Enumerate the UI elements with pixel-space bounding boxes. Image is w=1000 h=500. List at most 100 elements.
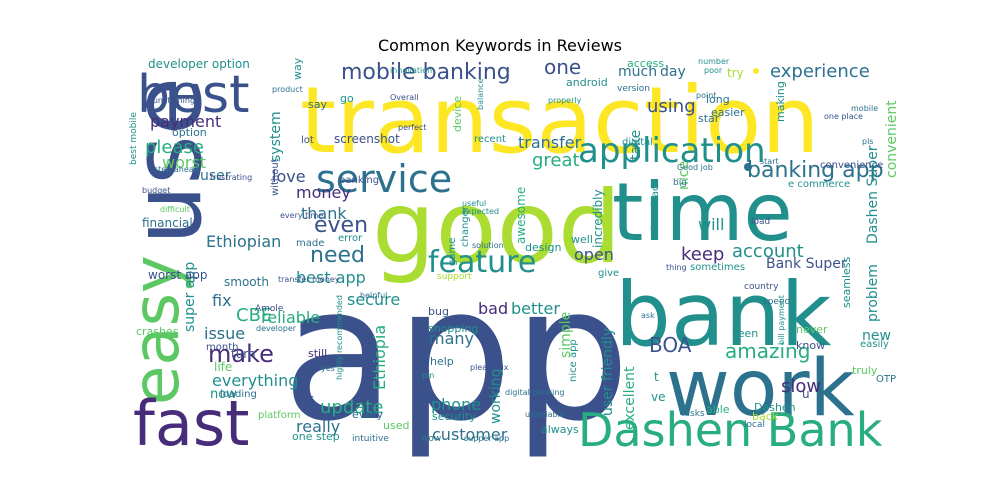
word-feature: feature bbox=[428, 245, 536, 280]
word-awesome: awesome bbox=[514, 187, 528, 244]
word-month: month bbox=[206, 342, 238, 353]
word-better: better bbox=[511, 299, 560, 318]
word-worst-app: worst app bbox=[148, 268, 207, 282]
word-bank-super: Bank Super bbox=[766, 256, 847, 272]
word-love: love bbox=[272, 167, 306, 186]
word-cbe: CBE bbox=[236, 305, 272, 326]
word-budget: budget bbox=[142, 186, 170, 195]
word-excellent: excellent bbox=[622, 366, 638, 430]
word-e-commerce: e commerce bbox=[788, 179, 850, 190]
word-perfect: perfect bbox=[398, 123, 427, 132]
word-now: now bbox=[210, 387, 237, 402]
word-keep: keep bbox=[681, 244, 724, 265]
word-money: money bbox=[296, 183, 351, 202]
word-without: without bbox=[270, 158, 281, 196]
word-country: country bbox=[744, 282, 779, 292]
word-everything: everything bbox=[212, 371, 298, 390]
word-changer: changer bbox=[460, 205, 471, 247]
word-day: day bbox=[660, 64, 686, 80]
word-dashen-bank: Dashen Bank bbox=[578, 403, 883, 457]
word-point: point bbox=[696, 91, 716, 100]
word-able: able bbox=[706, 403, 730, 416]
word-big: big bbox=[673, 178, 687, 188]
word-simple: simple bbox=[558, 312, 574, 358]
word-good-job: Good job bbox=[677, 163, 713, 172]
word-fast: fast bbox=[133, 387, 249, 460]
word-tasks: tasks bbox=[681, 409, 705, 419]
word-issue: issue bbox=[204, 324, 245, 343]
word-seen: seen bbox=[732, 327, 758, 340]
word-use: use bbox=[113, 77, 223, 245]
word-problem: problem bbox=[865, 264, 881, 322]
chart-title: Common Keywords in Reviews bbox=[378, 36, 622, 55]
word-best-mobile: best mobile bbox=[129, 112, 139, 165]
word-incredibly: incredibly bbox=[591, 189, 605, 248]
word-pin: pin bbox=[422, 371, 434, 380]
word-financial: financial bbox=[142, 216, 193, 230]
word-time: time bbox=[612, 166, 793, 259]
word-service: service bbox=[316, 157, 452, 201]
word-poor: poor bbox=[704, 66, 723, 75]
word-please-fix: please fix bbox=[470, 363, 509, 372]
word-security: security bbox=[432, 410, 476, 423]
word-banking-app: banking app bbox=[747, 158, 884, 183]
word-supper-app: supper app bbox=[464, 434, 509, 443]
word-best: best bbox=[137, 65, 249, 125]
word-s: s bbox=[308, 392, 314, 406]
word-way: way bbox=[291, 57, 304, 80]
word-ethiopia: Ethiopia bbox=[370, 325, 389, 390]
word-reliable: reliable bbox=[261, 308, 320, 327]
word-design: design bbox=[525, 241, 562, 254]
word-u: u bbox=[802, 387, 810, 401]
word-phone: phone bbox=[431, 395, 481, 414]
word-much: much bbox=[618, 64, 657, 80]
word-transfer: transfer bbox=[518, 133, 582, 152]
word-new: new bbox=[862, 328, 891, 344]
word-banking: banking bbox=[339, 175, 379, 186]
word-difficult: difficult bbox=[160, 205, 190, 214]
word-yes: yes bbox=[321, 364, 335, 373]
word-long: long bbox=[706, 93, 730, 106]
word-solution: solution bbox=[472, 241, 504, 250]
word-still: still bbox=[308, 347, 327, 360]
word-need: need bbox=[310, 243, 365, 268]
word-screenshot: screenshot bbox=[334, 132, 400, 146]
word-using: using bbox=[647, 96, 696, 117]
word-say: say bbox=[308, 98, 327, 111]
word-application: application bbox=[578, 131, 766, 171]
word-try: try bbox=[727, 66, 744, 80]
word-take: take bbox=[628, 130, 644, 160]
word-convenience: convenience bbox=[820, 160, 883, 171]
word-digital-banking: digital banking bbox=[505, 388, 564, 397]
word-best-app: best app bbox=[296, 268, 366, 287]
word-help: help bbox=[430, 355, 454, 368]
word-one: one bbox=[544, 55, 581, 79]
word-helpful: helpful bbox=[360, 291, 387, 300]
word-number: number bbox=[698, 57, 730, 66]
word-super-app: super app bbox=[182, 262, 198, 332]
word-give: give bbox=[598, 268, 619, 279]
word-step-ahead: step ahead bbox=[154, 165, 199, 174]
word-used: used bbox=[383, 419, 409, 432]
word-thing: thing bbox=[666, 263, 687, 272]
word-worst: worst bbox=[162, 153, 206, 172]
word-turn: turn bbox=[231, 347, 256, 361]
word-start: start bbox=[760, 157, 779, 166]
word-one-place: one place bbox=[824, 112, 863, 121]
word-easier: easier bbox=[711, 106, 745, 119]
word-properly: properly bbox=[548, 96, 582, 105]
word-game: game bbox=[447, 238, 458, 266]
word-pls: pls bbox=[862, 137, 873, 146]
word-wow: wow bbox=[421, 434, 441, 444]
word-app: app bbox=[282, 246, 630, 462]
word-ask: ask bbox=[641, 311, 655, 320]
word-version: version bbox=[617, 84, 650, 94]
word-developer: developer bbox=[256, 324, 297, 333]
word-speed: speed bbox=[763, 297, 790, 307]
word-fix: fix bbox=[212, 291, 232, 310]
word-frustrating: frustrating bbox=[210, 173, 252, 182]
word-smooth: smooth bbox=[224, 275, 269, 289]
word-bad: bad bbox=[478, 299, 508, 318]
word-system: system bbox=[268, 111, 284, 162]
